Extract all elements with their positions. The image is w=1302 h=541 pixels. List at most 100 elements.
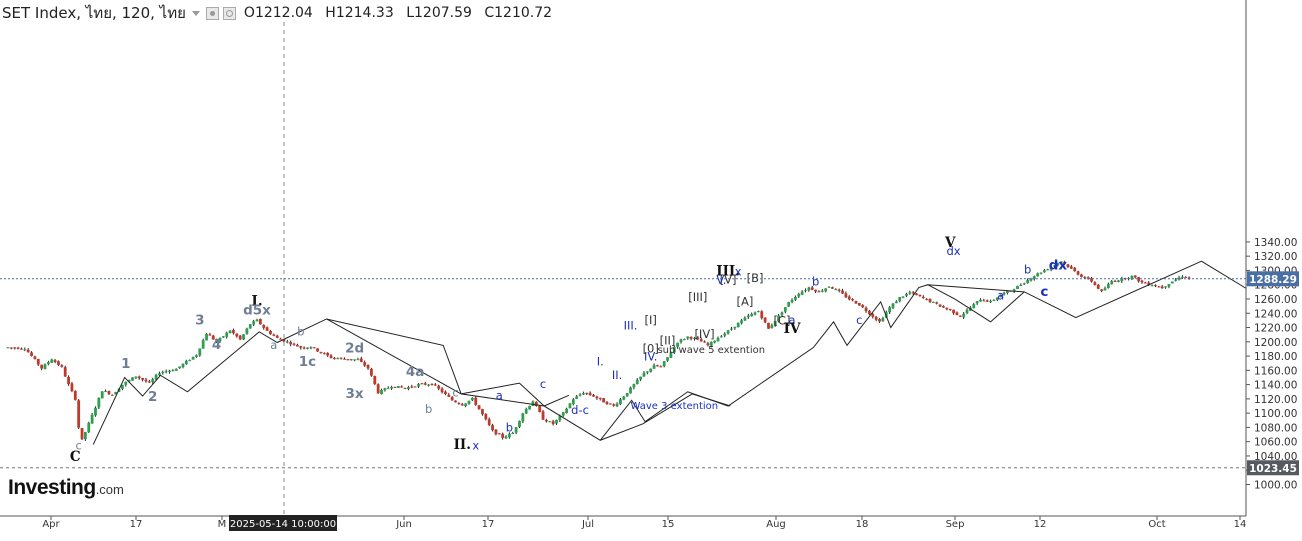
candle-body bbox=[245, 328, 249, 334]
candle-body bbox=[235, 333, 239, 337]
wave-label: II. bbox=[454, 437, 471, 453]
time-tick-label: Jun bbox=[395, 519, 412, 530]
candle-body bbox=[672, 347, 676, 353]
candle-body bbox=[363, 362, 367, 366]
candle-body bbox=[1140, 280, 1144, 283]
candle-body bbox=[255, 319, 259, 322]
time-tick-label: 15 bbox=[662, 519, 675, 530]
candle-body bbox=[719, 336, 723, 338]
candle-body bbox=[30, 352, 33, 356]
candle-body bbox=[107, 391, 111, 395]
time-tick-label: Aug bbox=[766, 519, 786, 530]
candle-body bbox=[669, 352, 673, 358]
wave-label: dx bbox=[1049, 258, 1068, 274]
candle-body bbox=[857, 303, 861, 306]
wave-line bbox=[599, 260, 1202, 441]
candle-body bbox=[77, 400, 81, 428]
candle-body bbox=[464, 403, 468, 407]
candle-body bbox=[423, 383, 427, 385]
wave-label: d-c bbox=[571, 403, 589, 417]
candle-body bbox=[127, 380, 131, 382]
candle-body bbox=[841, 290, 844, 294]
candle-body bbox=[666, 357, 669, 361]
candle-body bbox=[6, 347, 10, 349]
candle-body bbox=[824, 288, 828, 292]
candle-body bbox=[565, 408, 568, 413]
wave-label: c bbox=[856, 313, 862, 327]
candle-body bbox=[83, 432, 87, 440]
instrument-title[interactable]: SET Index, ไทย, 120, ไทย bbox=[2, 4, 186, 22]
candle-body bbox=[531, 401, 535, 407]
candle-body bbox=[588, 392, 592, 396]
caret-down-icon[interactable] bbox=[191, 10, 200, 16]
candle-body bbox=[854, 300, 858, 304]
candle-body bbox=[450, 396, 454, 401]
candle-body bbox=[561, 412, 565, 416]
gear-icon[interactable] bbox=[222, 6, 236, 20]
candle-body bbox=[831, 287, 834, 289]
candle-body bbox=[602, 398, 606, 403]
candle-body bbox=[511, 433, 515, 435]
candle-body bbox=[555, 419, 558, 424]
candle-body bbox=[57, 361, 60, 366]
time-axis[interactable]: Apr 17 M Jun 17 Jul 15 Aug 18 Sep 12 Oct 14 2025-05-… bbox=[0, 515, 1302, 541]
price-tick-label: 1220.00 bbox=[1254, 323, 1297, 335]
ohlc-readout: O1212.04 H1214.33 L1207.59 C1210.72 bbox=[244, 5, 560, 21]
eye-icon[interactable] bbox=[205, 6, 219, 20]
candle-body bbox=[760, 311, 764, 319]
candle-body bbox=[497, 433, 501, 435]
candle-body bbox=[339, 357, 343, 359]
crosshair-time-label: 2025-05-14 10:00:00 bbox=[230, 519, 336, 530]
candle-body bbox=[1063, 261, 1067, 264]
candle-body bbox=[898, 297, 902, 302]
candle-body bbox=[275, 335, 279, 338]
candle-body bbox=[713, 340, 717, 343]
time-tick-label: 18 bbox=[856, 519, 869, 530]
candle-body bbox=[864, 307, 868, 312]
candle-body bbox=[225, 332, 229, 337]
price-tick-label: 1240.00 bbox=[1254, 308, 1297, 320]
candle-body bbox=[46, 362, 50, 365]
candle-body bbox=[73, 390, 77, 400]
candle-body bbox=[1160, 286, 1164, 289]
candle-body bbox=[373, 375, 377, 385]
candle-body bbox=[844, 293, 848, 298]
time-tick-label: 12 bbox=[1034, 519, 1047, 530]
candle-body bbox=[94, 407, 97, 416]
candle-body bbox=[979, 299, 982, 302]
candle-body bbox=[1184, 277, 1188, 279]
candle-body bbox=[1036, 273, 1040, 277]
candle-body bbox=[312, 347, 316, 349]
candle-body bbox=[982, 300, 986, 302]
candle-body bbox=[33, 356, 37, 360]
candle-body bbox=[60, 365, 64, 367]
wave-label: I. bbox=[252, 293, 263, 309]
candle-body bbox=[753, 312, 757, 315]
price-axis[interactable]: 1000.001020.001040.001060.001080.001100.… bbox=[1245, 0, 1302, 541]
candle-body bbox=[1100, 289, 1104, 292]
price-tick-label: 1060.00 bbox=[1254, 437, 1297, 449]
candle-body bbox=[26, 349, 30, 353]
candle-body bbox=[386, 387, 390, 389]
candle-body bbox=[282, 339, 286, 342]
wave-line bbox=[92, 318, 731, 445]
candle-body bbox=[985, 300, 989, 302]
candle-body bbox=[221, 336, 225, 338]
candle-body bbox=[743, 317, 747, 321]
candle-body bbox=[807, 287, 811, 291]
candle-body bbox=[814, 289, 817, 292]
candle-body bbox=[1154, 285, 1157, 287]
candle-body bbox=[730, 328, 733, 330]
price-tick-label: 1080.00 bbox=[1254, 422, 1297, 434]
candle-body bbox=[306, 347, 309, 349]
candle-body bbox=[70, 383, 74, 391]
candle-body bbox=[538, 405, 542, 413]
candle-body bbox=[905, 293, 908, 296]
candle-body bbox=[571, 399, 575, 405]
candle-body bbox=[349, 359, 353, 361]
candle-body bbox=[1046, 269, 1050, 271]
candle-body bbox=[457, 402, 461, 404]
candle-body bbox=[1073, 267, 1077, 272]
candle-body bbox=[228, 330, 232, 334]
